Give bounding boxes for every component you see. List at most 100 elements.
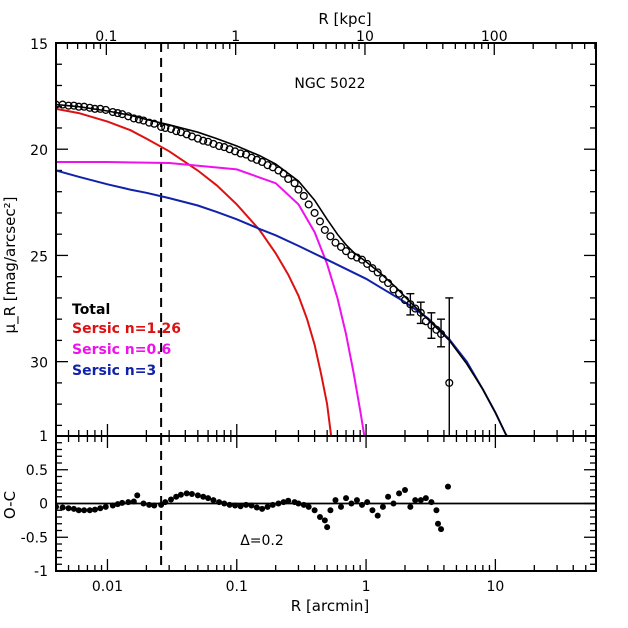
data-point (64, 101, 73, 110)
residual-point (348, 500, 355, 507)
residual-point (422, 495, 429, 502)
residual-point (358, 501, 365, 508)
data-point (85, 103, 94, 112)
residual-annotation: Δ=0.2 (240, 533, 284, 549)
data-point (331, 238, 340, 247)
data-point (193, 134, 202, 143)
data-point (172, 127, 181, 136)
residual-point (102, 503, 109, 510)
data-point (411, 304, 420, 313)
data-point (427, 321, 436, 330)
data-point (134, 115, 143, 124)
residual-point (146, 501, 153, 508)
residual-point (259, 505, 266, 512)
y-tick-label: 30 (30, 356, 48, 372)
y-axis-label-main: μ_R [mag/arcsec²] (1, 197, 20, 334)
data-point (90, 104, 99, 113)
residual-point (385, 493, 392, 500)
residual-point (177, 491, 184, 498)
data-point (304, 200, 313, 209)
residual-point (295, 500, 302, 507)
residual-point (433, 507, 440, 514)
data-point (204, 137, 213, 146)
data-point (129, 114, 138, 123)
residual-point (379, 503, 386, 510)
residual-point (237, 503, 244, 510)
residual-point (248, 502, 255, 509)
data-point (320, 225, 329, 234)
data-point (96, 104, 105, 113)
data-point (182, 130, 191, 139)
residual-point (264, 503, 271, 510)
residual-point (438, 526, 445, 533)
residual-point (364, 499, 371, 506)
model-curve-sersic-2 (56, 161, 366, 436)
data-point (352, 253, 361, 262)
data-point (363, 259, 372, 268)
residual-point (343, 495, 350, 502)
residual-point (332, 497, 339, 504)
residual-point (140, 500, 147, 507)
data-point (378, 274, 387, 283)
residual-point (65, 505, 72, 512)
residual-point (200, 493, 207, 500)
residual-point (205, 495, 212, 502)
legend-entry-sersic-2: Sersic n=0.6 (72, 342, 171, 358)
residual-point (412, 497, 419, 504)
data-point (341, 247, 351, 256)
residual-point (86, 507, 93, 514)
data-point (263, 161, 272, 170)
residual-point (125, 499, 132, 506)
data-point (326, 232, 335, 241)
residual-point (188, 491, 195, 498)
residual-point (109, 502, 116, 509)
data-point (384, 278, 393, 288)
legend-entry-sersic-3: Sersic n=3 (72, 363, 156, 379)
residual-point (253, 504, 260, 511)
data-point (310, 208, 319, 217)
data-point (299, 191, 308, 201)
y-tick-label: 15 (30, 37, 48, 53)
data-point (247, 153, 256, 162)
data-point (421, 317, 430, 326)
model-curve-sersic-1 (56, 107, 333, 436)
data-point (80, 102, 89, 111)
data-point (58, 100, 67, 109)
residual-point (338, 503, 345, 510)
residual-point (59, 504, 66, 511)
y-tick-label-residual: 0 (39, 497, 48, 513)
residual-point (417, 497, 424, 504)
residual-point (134, 492, 141, 499)
data-point (290, 179, 299, 188)
data-point (357, 255, 367, 264)
residual-point (401, 487, 408, 493)
data-point (389, 285, 398, 294)
top-axis-label: R [kpc] (318, 10, 371, 28)
residual-point (428, 499, 435, 506)
data-point (395, 289, 404, 298)
data-point (294, 185, 303, 194)
model-curve-total (56, 103, 509, 436)
residual-point (369, 507, 376, 514)
residual-point (327, 507, 334, 514)
residual-point (81, 507, 88, 514)
residual-point (280, 499, 287, 506)
data-point (279, 169, 288, 178)
data-point (368, 264, 377, 273)
residual-point (226, 501, 233, 508)
data-point (445, 378, 454, 387)
y-axis-label-residual: O-C (1, 491, 19, 519)
data-point (400, 295, 410, 305)
residual-point (269, 501, 276, 508)
data-point (166, 124, 176, 134)
data-point (336, 242, 346, 251)
residual-point (130, 498, 137, 505)
residual-point (324, 524, 331, 531)
data-point (69, 101, 78, 110)
data-point (113, 109, 122, 118)
residual-point (275, 500, 282, 507)
legend: Total Sersic n=1.26 Sersic n=0.6 Sersic … (72, 302, 181, 379)
data-point (220, 143, 229, 152)
data-point (215, 141, 224, 151)
x-axis-label: R [arcmin] (291, 597, 369, 615)
